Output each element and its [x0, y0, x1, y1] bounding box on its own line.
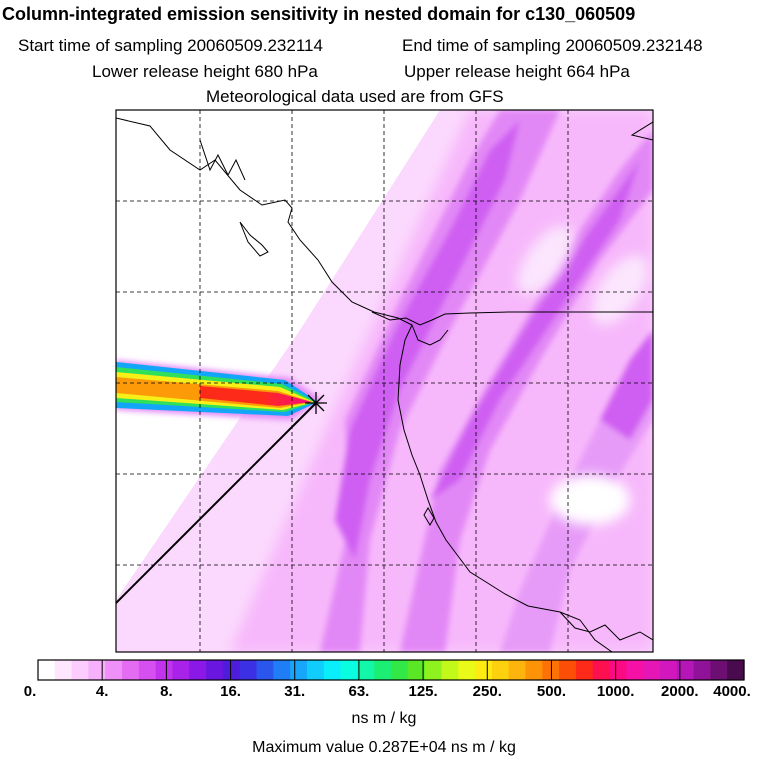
colorbar-cell [189, 660, 207, 680]
colorbar-cell [239, 660, 258, 680]
colorbar-cell [491, 660, 510, 680]
sensitivity-hole-3 [591, 255, 649, 325]
colorbar-cell [357, 660, 375, 680]
end-time-label: End time of sampling 20060509.232148 [402, 36, 703, 55]
map-frame [115, 109, 654, 653]
colorbar-cell [88, 660, 106, 680]
lower-height-label: Lower release height 680 hPa [92, 62, 318, 81]
colorbar-tick-label: 500. [536, 683, 567, 700]
colorbar-cell [71, 660, 90, 680]
colorbar-tick-label: 1000. [596, 683, 635, 700]
colorbar-tick-label: 63. [348, 683, 370, 700]
colorbar-cell [38, 660, 56, 680]
colorbar-frame [37, 659, 745, 681]
colorbar-cell [626, 660, 644, 680]
maximum-value-label: Maximum value 0.287E+04 ns m / kg [252, 739, 516, 756]
colorbar-cell [693, 660, 711, 680]
start-time-label: Start time of sampling 20060509.232114 [18, 36, 323, 55]
colorbar-cell [458, 660, 476, 680]
colorbar-tick-label: 4. [95, 683, 109, 700]
sensitivity-field [116, 110, 653, 652]
gulf-coast [411, 324, 449, 346]
colorbar-tick-label: 8. [160, 683, 173, 700]
colorbar-tick-label: 0. [23, 683, 37, 700]
colorbar-cell [407, 660, 426, 680]
coastline [116, 117, 613, 652]
met-data-label: Meteorological data used are from GFS [206, 87, 504, 106]
colorbar [37, 659, 745, 681]
colorbar-tick-label: 2000. [661, 683, 699, 700]
colorbar-tick-label: 16. [220, 683, 241, 700]
colorbar-cell [727, 660, 745, 680]
colorbar-cell [273, 660, 291, 680]
colorbar-cell [54, 660, 73, 680]
coastline-inlet [199, 139, 246, 181]
colorbar-tick-label: 125. [408, 683, 438, 700]
colorbar-cell [424, 660, 443, 680]
sensitivity-band-1 [320, 110, 560, 652]
colorbar-cell [340, 660, 358, 680]
colorbar-cell [710, 660, 728, 680]
lake-outline [423, 507, 435, 526]
colorbar-tick-label: 250. [472, 683, 502, 700]
sensitivity-hole-2 [517, 225, 573, 295]
sensitivity-band-2-core [430, 160, 640, 500]
colorbar-cell [609, 660, 627, 680]
colorbar-cell [508, 660, 527, 680]
colorbar-cell [592, 660, 611, 680]
colorbar-cell [256, 660, 274, 680]
colorbar-cell [559, 660, 577, 680]
colorbar-cell [290, 660, 308, 680]
colorbar-cell [391, 660, 409, 680]
sensitivity-hole-1 [550, 475, 630, 525]
colorbar-cell [138, 660, 157, 680]
colorbar-cell [659, 660, 678, 680]
east-coast [559, 611, 653, 641]
island [239, 221, 269, 257]
border-line [371, 311, 653, 326]
colorbar-cell [441, 660, 459, 680]
release-point-star-icon [305, 392, 327, 414]
sensitivity-band-3-core [600, 330, 653, 440]
colorbar-cell [122, 660, 140, 680]
upper-height-label: Upper release height 664 hPa [404, 62, 630, 81]
colorbar-cell [206, 660, 224, 680]
sensitivity-band-1-core [335, 120, 520, 560]
colorbar-cell [172, 660, 190, 680]
ne-coast [630, 121, 653, 141]
map-grid [116, 110, 653, 652]
colorbar-cell [475, 660, 493, 680]
colorbar-cell [643, 660, 661, 680]
flight-track [116, 402, 317, 604]
colorbar-cell [306, 660, 325, 680]
colorbar-cell [105, 660, 123, 680]
colorbar-cell [525, 660, 543, 680]
colorbar-tick-label: 4000. [713, 683, 751, 700]
colorbar-cell [323, 660, 342, 680]
colorbar-cell [676, 660, 695, 680]
colorbar-cell [575, 660, 594, 680]
plume-red [200, 386, 312, 406]
colorbar-cell [155, 660, 174, 680]
map-title: Column-integrated emission sensitivity i… [2, 4, 636, 24]
colorbar-cell [222, 660, 241, 680]
colorbar-cell [374, 660, 392, 680]
colorbar-units: ns m / kg [351, 710, 417, 727]
colorbar-tick-label: 31. [284, 683, 306, 700]
